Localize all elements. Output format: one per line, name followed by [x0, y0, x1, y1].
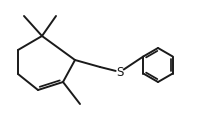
Text: S: S: [116, 66, 124, 78]
